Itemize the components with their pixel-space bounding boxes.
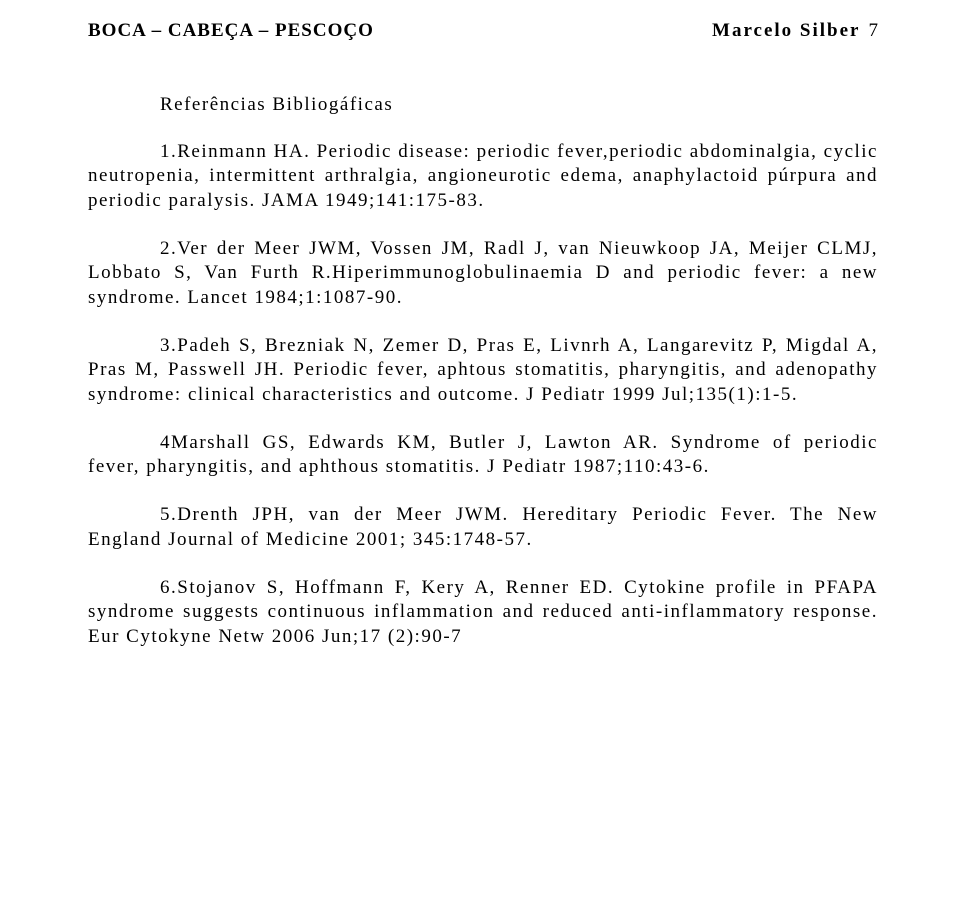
- reference-item: 6.Stojanov S, Hoffmann F, Kery A, Renner…: [88, 576, 878, 649]
- reference-text: 5.Drenth JPH, van der Meer JWM. Heredita…: [88, 504, 878, 549]
- reference-item: 2.Ver der Meer JWM, Vossen JM, Radl J, v…: [88, 237, 878, 310]
- reference-item: 1.Reinmann HA. Periodic disease: periodi…: [88, 140, 878, 213]
- header-title: BOCA – CABEÇA – PESCOÇO: [88, 20, 374, 42]
- reference-text: 1.Reinmann HA. Periodic disease: periodi…: [88, 141, 878, 211]
- page-header: BOCA – CABEÇA – PESCOÇO Marcelo Silber 7: [88, 20, 878, 42]
- reference-item: 3.Padeh S, Brezniak N, Zemer D, Pras E, …: [88, 334, 878, 407]
- references-heading: Referências Bibliogáficas: [160, 94, 878, 116]
- reference-text: 3.Padeh S, Brezniak N, Zemer D, Pras E, …: [88, 335, 878, 405]
- header-author-block: Marcelo Silber 7: [712, 20, 878, 42]
- page: BOCA – CABEÇA – PESCOÇO Marcelo Silber7 …: [0, 0, 960, 897]
- reference-text: 6.Stojanov S, Hoffmann F, Kery A, Renner…: [88, 577, 878, 647]
- header-author: Marcelo Silber: [712, 20, 860, 41]
- reference-text: 4Marshall GS, Edwards KM, Butler J, Lawt…: [88, 432, 878, 477]
- reference-item: 5.Drenth JPH, van der Meer JWM. Heredita…: [88, 503, 878, 552]
- page-number: 7: [869, 20, 879, 41]
- reference-text: 2.Ver der Meer JWM, Vossen JM, Radl J, v…: [88, 238, 878, 308]
- reference-item: 4Marshall GS, Edwards KM, Butler J, Lawt…: [88, 431, 878, 480]
